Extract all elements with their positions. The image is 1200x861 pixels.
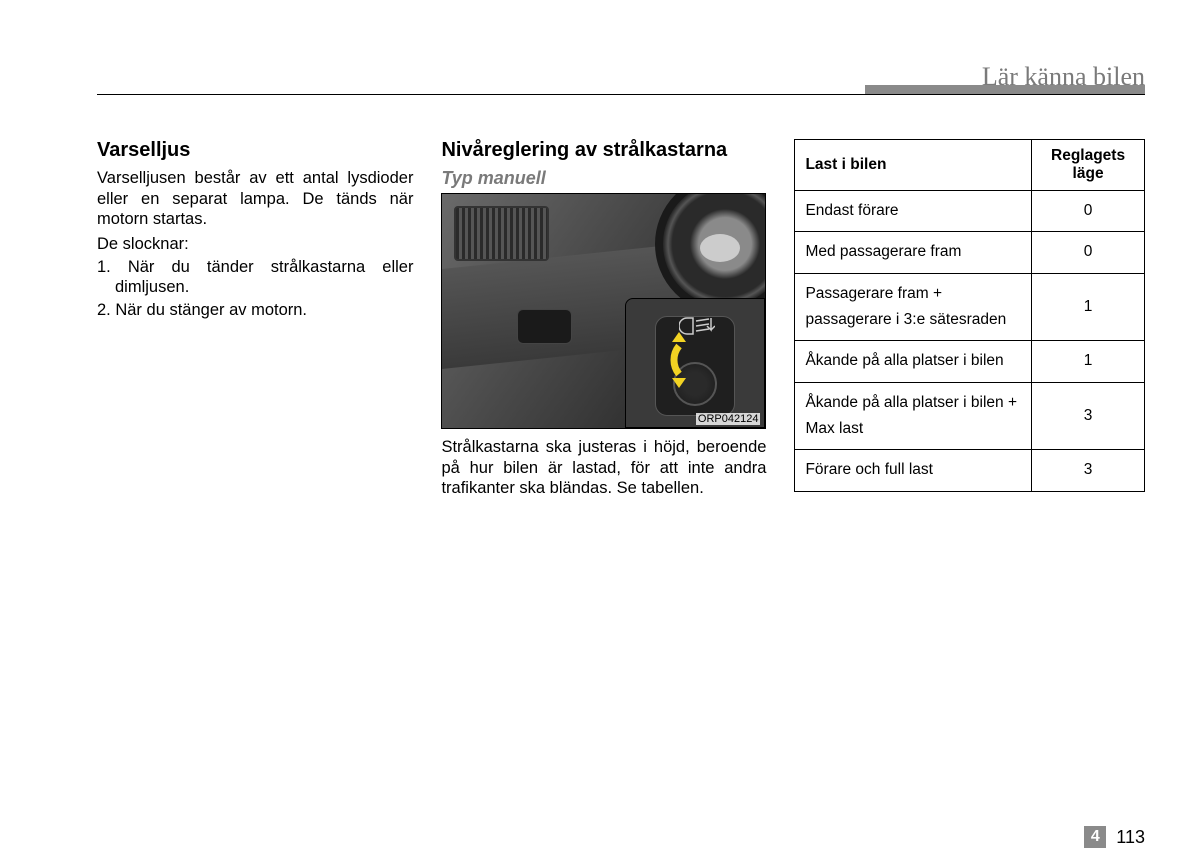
table-row: Åkande på alla platser i bilen 1 [795, 341, 1145, 382]
table-cell-position: 1 [1032, 341, 1145, 382]
table-cell-position: 1 [1032, 273, 1145, 341]
table-cell-load: Endast förare [795, 191, 1032, 232]
table-cell-load: Passagerare fram + passagerare i 3:e sät… [795, 273, 1032, 341]
varselljus-paragraph: Varselljusen består av ett antal lysdiod… [97, 168, 413, 230]
content-columns: Varselljus Varselljusen består av ett an… [97, 139, 1145, 503]
header-rule [97, 94, 1145, 95]
subtitle-typ-manuell: Typ manuell [441, 168, 766, 189]
figure-reference-label: ORP042124 [696, 413, 761, 425]
page-footer: 4 113 [1084, 826, 1145, 848]
column-left: Varselljus Varselljusen består av ett an… [97, 139, 413, 503]
table-row: Passagerare fram + passagerare i 3:e sät… [795, 273, 1145, 341]
list-item-1: 1. När du tänder strålkastarna eller dim… [97, 257, 413, 298]
table-header-position: Reglagets läge [1032, 140, 1145, 191]
column-right: Last i bilen Reglagets läge Endast förar… [794, 139, 1145, 503]
table-header-row: Last i bilen Reglagets läge [795, 140, 1145, 191]
figure-caption: Strålkastarna ska justeras i höjd, beroe… [441, 437, 766, 499]
headlight-level-icon [679, 316, 715, 336]
control-slot [517, 309, 572, 344]
table-cell-load: Med passagerare fram [795, 232, 1032, 273]
table-cell-position: 3 [1032, 382, 1145, 450]
table-row: Endast förare 0 [795, 191, 1145, 232]
table-row: Åkande på alla platser i bilen + Max las… [795, 382, 1145, 450]
table-header-load: Last i bilen [795, 140, 1032, 191]
table-cell-position: 0 [1032, 191, 1145, 232]
heading-nivareglering: Nivåreglering av strålkastarna [441, 139, 766, 162]
table-cell-position: 0 [1032, 232, 1145, 273]
headlight-leveler-figure: ORP042124 [441, 193, 766, 429]
page-number: 113 [1116, 827, 1145, 848]
list-item-2: 2. När du stänger av motorn. [97, 300, 413, 321]
column-middle: Nivåreglering av strålkastarna Typ manue… [441, 139, 766, 503]
table-cell-load: Förare och full last [795, 450, 1032, 491]
load-position-table: Last i bilen Reglagets läge Endast förar… [794, 139, 1145, 492]
table-row: Med passagerare fram 0 [795, 232, 1145, 273]
air-vent [454, 206, 549, 261]
list-intro: De slocknar: [97, 234, 413, 255]
table-cell-load: Åkande på alla platser i bilen + Max las… [795, 382, 1032, 450]
table-cell-load: Åkande på alla platser i bilen [795, 341, 1032, 382]
table-cell-position: 3 [1032, 450, 1145, 491]
table-row: Förare och full last 3 [795, 450, 1145, 491]
heading-varselljus: Varselljus [97, 139, 413, 162]
chapter-number: 4 [1084, 826, 1106, 848]
